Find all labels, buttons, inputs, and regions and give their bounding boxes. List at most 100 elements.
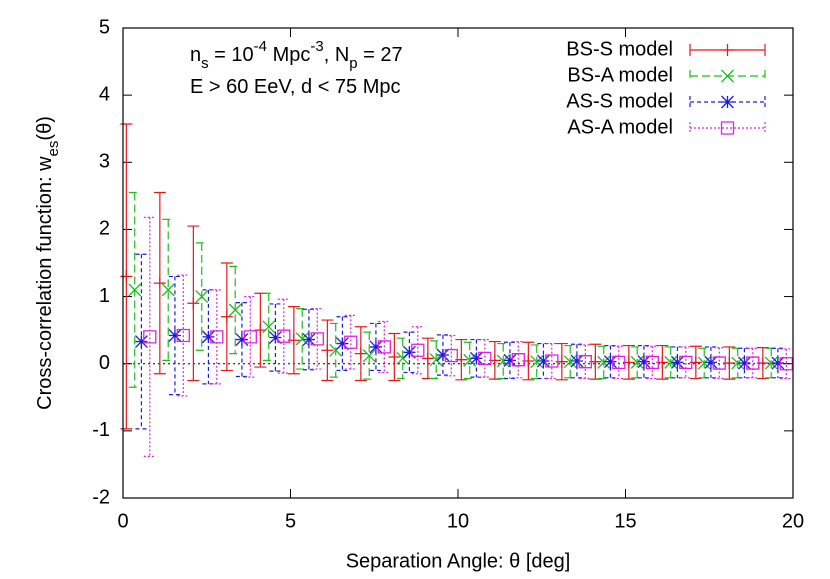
error-bar (478, 338, 491, 378)
y-tick-label: 1 (99, 285, 110, 307)
error-bar (612, 345, 625, 380)
annotation: ns = 10-4 Mpc-3, Np = 27 (190, 38, 403, 72)
marker (737, 356, 751, 370)
legend-label: AS-S model (566, 90, 673, 112)
marker (153, 277, 166, 290)
y-tick-label: 5 (99, 16, 110, 38)
text-part: s (201, 55, 209, 72)
marker (176, 328, 190, 343)
marker (134, 335, 148, 349)
text-part: -4 (254, 38, 267, 55)
marker (228, 303, 242, 317)
y-tick-label: 2 (99, 218, 110, 240)
error-bar (403, 331, 416, 374)
y-axis-label: Cross-correlation function: wes(θ) (34, 116, 62, 410)
x-tick-label: 0 (117, 510, 128, 532)
legend-marker (720, 121, 735, 135)
marker (469, 351, 483, 365)
x-tick-label: 10 (447, 510, 469, 532)
legend-label: BS-A model (567, 64, 673, 86)
marker (603, 355, 617, 369)
y-tick-label: -1 (92, 419, 110, 441)
marker (670, 355, 684, 369)
marker (254, 324, 267, 337)
marker (570, 354, 584, 368)
marker (746, 356, 760, 370)
annotation: E > 60 EeV, d < 75 Mpc (190, 76, 401, 98)
error-bar (396, 337, 409, 380)
y-tick-label: -2 (92, 486, 110, 508)
error-bar (244, 295, 257, 378)
marker (362, 349, 376, 363)
legend-marker (721, 69, 734, 83)
error-bar (336, 316, 349, 372)
marker (637, 355, 651, 369)
marker (168, 329, 182, 342)
error-bar (746, 347, 759, 379)
plot-frame (122, 27, 794, 499)
marker (369, 340, 383, 354)
error-bar (262, 292, 275, 361)
error-bar (713, 347, 726, 380)
error-bar (545, 342, 558, 380)
y-tick-label: 3 (99, 151, 110, 173)
text-part: = 27 (358, 44, 403, 66)
error-bar (436, 334, 449, 376)
error-bar (177, 274, 190, 397)
marker (277, 329, 291, 343)
marker (310, 332, 324, 346)
error-bar (344, 314, 357, 370)
text-part: es (45, 141, 62, 157)
text-part: n (190, 44, 201, 66)
marker (187, 297, 200, 310)
marker (712, 356, 726, 370)
marker (388, 351, 401, 363)
marker (321, 344, 334, 357)
marker (444, 349, 458, 363)
x-tick-label: 15 (614, 510, 636, 532)
text-part: E > 60 EeV, d < 75 Mpc (190, 76, 401, 98)
marker (268, 331, 282, 344)
x-tick-label: 20 (782, 510, 804, 532)
marker (764, 356, 778, 370)
marker (478, 351, 492, 365)
marker (578, 355, 592, 369)
text-part: Cross-correlation function: w (34, 156, 56, 410)
marker (235, 333, 249, 347)
error-bar (363, 331, 376, 380)
error-bar (445, 334, 458, 377)
marker (344, 335, 358, 349)
marker (302, 333, 316, 347)
error-bar (143, 216, 156, 457)
error-bar (679, 346, 692, 379)
legend-marker (721, 95, 734, 109)
legend-label: BS-S model (566, 38, 673, 60)
marker (128, 283, 142, 297)
legend-label: AS-A model (567, 116, 673, 138)
marker (262, 320, 276, 334)
text-part: p (349, 55, 357, 72)
x-tick-label: 5 (285, 510, 296, 532)
error-bar (378, 320, 391, 374)
marker (220, 310, 233, 323)
marker (377, 340, 391, 354)
error-bar (277, 298, 290, 374)
error-bar (210, 289, 223, 385)
marker (511, 353, 525, 367)
marker (731, 356, 745, 370)
text-part: (θ) (34, 116, 56, 140)
marker (704, 355, 718, 369)
text-part: , N (324, 44, 350, 66)
marker (679, 355, 693, 370)
marker (354, 347, 367, 360)
x-axis-label: Separation Angle: θ [deg] (346, 550, 571, 572)
error-bar (579, 344, 592, 380)
marker (195, 290, 209, 304)
error-bar (503, 341, 516, 380)
error-bar (780, 348, 793, 380)
y-tick-label: 4 (99, 83, 110, 105)
marker (645, 355, 659, 370)
marker (771, 356, 785, 370)
error-bar (646, 345, 659, 380)
text-part: Mpc (267, 44, 310, 66)
